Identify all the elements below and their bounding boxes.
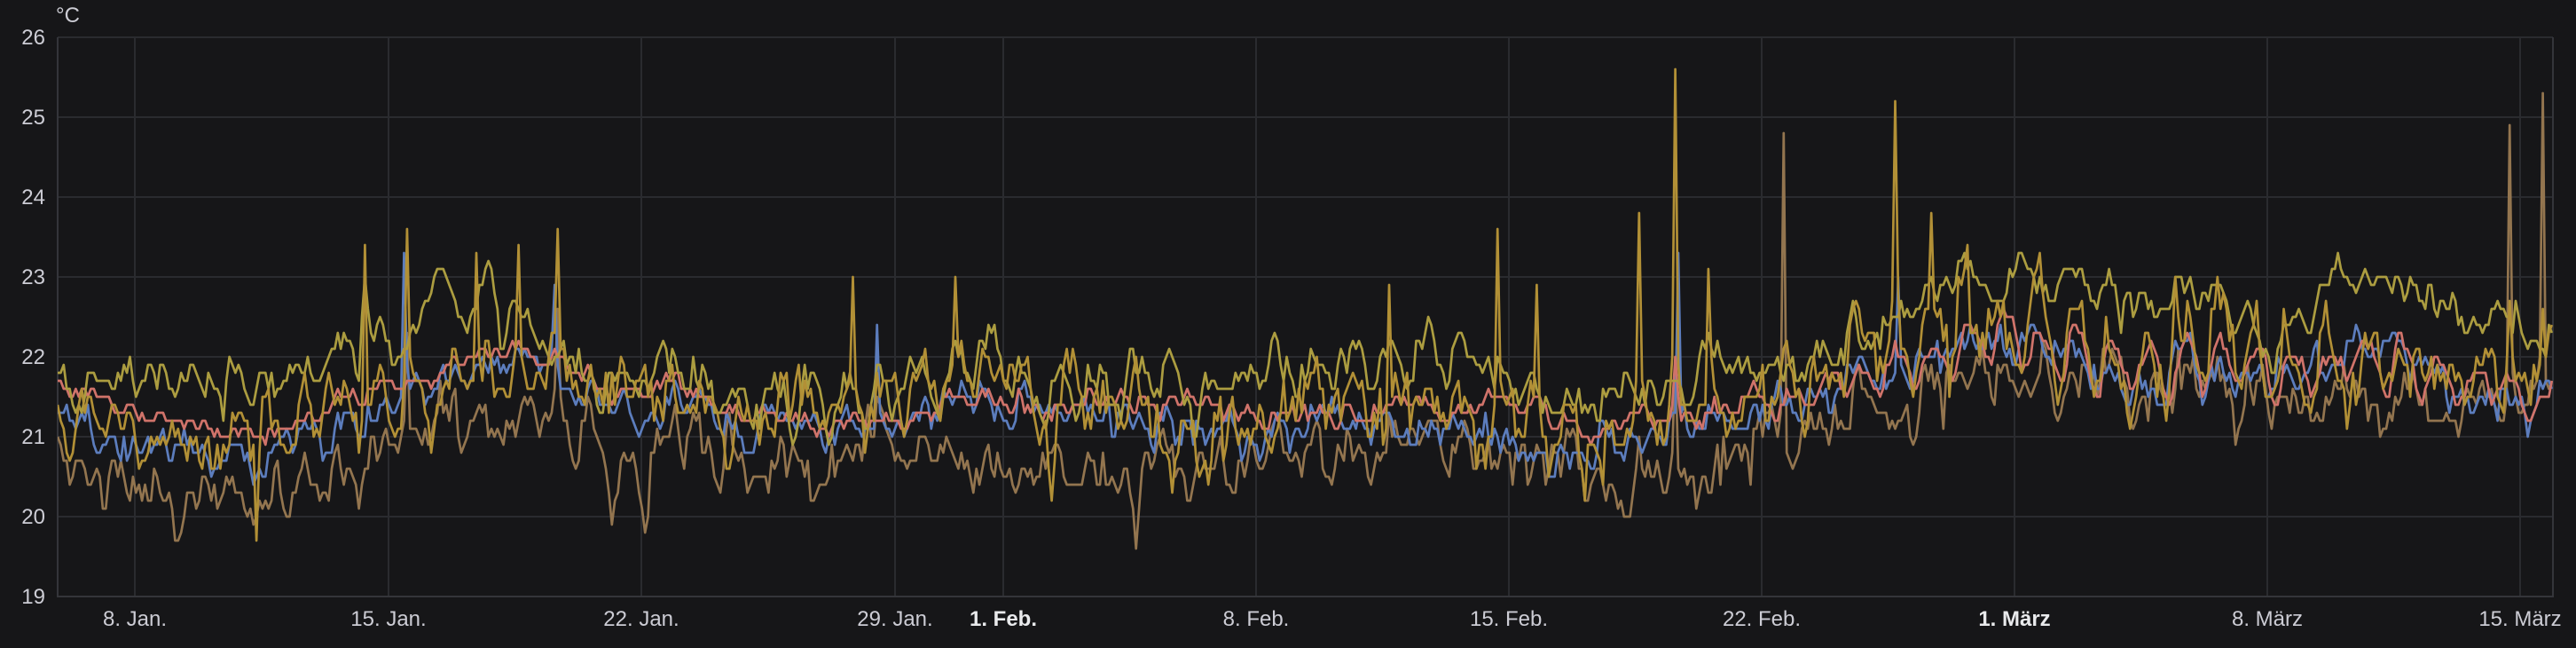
svg-text:1. März: 1. März [1978, 607, 2050, 631]
svg-text:15. Feb.: 15. Feb. [1470, 607, 1548, 631]
svg-text:26: 26 [21, 26, 45, 50]
svg-text:24: 24 [21, 186, 45, 209]
svg-text:8. März: 8. März [2232, 607, 2303, 631]
svg-text:15. März: 15. März [2478, 607, 2561, 631]
svg-text:21: 21 [21, 425, 45, 449]
svg-text:22: 22 [21, 345, 45, 369]
svg-text:19: 19 [21, 585, 45, 609]
svg-text:20: 20 [21, 505, 45, 529]
svg-text:8. Jan.: 8. Jan. [103, 607, 167, 631]
svg-text:15. Jan.: 15. Jan. [350, 607, 426, 631]
svg-text:1. Feb.: 1. Feb. [970, 607, 1037, 631]
svg-text:22. Feb.: 22. Feb. [1723, 607, 1801, 631]
svg-text:25: 25 [21, 106, 45, 130]
svg-text:8. Feb.: 8. Feb. [1223, 607, 1290, 631]
svg-text:29. Jan.: 29. Jan. [857, 607, 932, 631]
svg-text:°C: °C [56, 4, 80, 28]
svg-text:23: 23 [21, 265, 45, 289]
svg-text:22. Jan.: 22. Jan. [603, 607, 679, 631]
